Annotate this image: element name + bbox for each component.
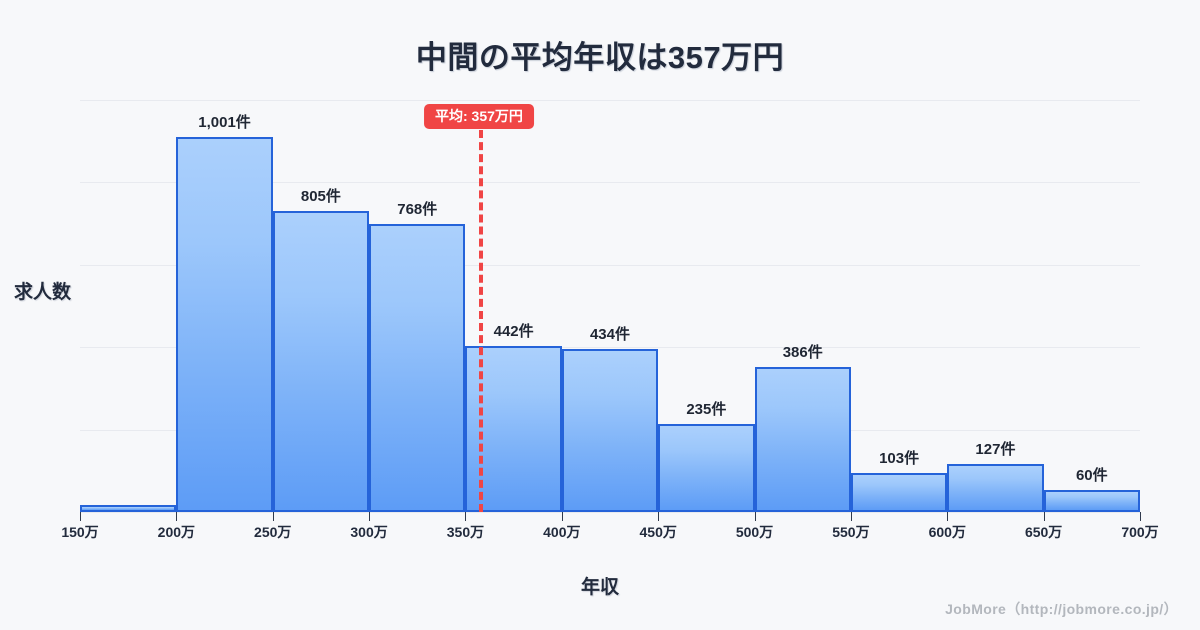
histogram-bar[interactable]	[658, 423, 755, 512]
bar-value-label: 434件	[589, 326, 630, 344]
x-axis-tick	[176, 512, 178, 521]
x-axis-tick	[465, 512, 467, 521]
x-axis-tick-label: 250万	[254, 524, 292, 540]
x-axis-title: 年収	[580, 577, 619, 598]
histogram-bar[interactable]	[176, 137, 273, 512]
histogram-bar[interactable]	[754, 367, 851, 512]
bar-value-label: 805件	[300, 187, 341, 205]
y-axis-title: 求人数	[14, 282, 72, 303]
bar-slot: 386件	[754, 100, 851, 512]
x-axis-tick	[561, 512, 563, 521]
bar-slot: 434件	[561, 100, 659, 512]
bar-value-label: 127件	[975, 441, 1016, 459]
bar-slot: 103件	[850, 100, 948, 512]
bar-value-label: 442件	[493, 323, 534, 341]
bar-value-label: 1,001件	[198, 114, 251, 132]
histogram-bar[interactable]	[561, 349, 659, 512]
gridline	[80, 347, 1140, 348]
x-axis-tick-label: 300万	[350, 524, 388, 540]
bar-value-label: 60件	[1075, 466, 1108, 484]
gridline	[80, 512, 1140, 513]
x-axis-tick-label: 650万	[1024, 524, 1063, 540]
histogram-bar[interactable]	[272, 210, 370, 512]
bars-layer: 1,001件 805件 768件 442件 434件 235件 386件 103件 127件 60…	[80, 100, 1140, 512]
x-axis-tick	[369, 512, 371, 521]
gridline	[80, 265, 1140, 266]
bar-value-label: 386件	[782, 344, 823, 362]
bar-value-label: 103件	[879, 450, 920, 468]
x-axis-tick-label: 350万	[446, 524, 485, 540]
x-axis-tick	[947, 512, 949, 521]
x-axis-tick-label: 400万	[543, 524, 581, 540]
bar-value-label: 235件	[686, 400, 727, 418]
gridline	[80, 100, 1140, 101]
x-axis-tick	[754, 512, 756, 521]
average-line	[478, 130, 483, 512]
source-credit: JobMore（http://jobmore.co.jp/）	[945, 601, 1178, 617]
bar-slot: 235件	[658, 100, 755, 512]
bar-slot: 805件	[272, 100, 370, 512]
x-axis-tick	[80, 512, 81, 521]
x-axis-tick	[272, 512, 274, 521]
x-axis-tick-label: 700万	[1121, 524, 1159, 540]
gridline	[80, 182, 1140, 183]
plot-area: 1,001件 805件 768件 442件 434件 235件 386件 103件 127件 60…	[61, 100, 1159, 540]
x-axis-tick-label: 500万	[735, 524, 774, 540]
bar-value-label: 768件	[397, 201, 438, 219]
x-axis-tick-label: 450万	[639, 524, 677, 540]
histogram-bar[interactable]	[947, 464, 1044, 512]
bar-slot: 768件	[369, 100, 466, 512]
x-axis-tick-label: 200万	[157, 524, 196, 540]
x-axis-tick	[850, 512, 852, 521]
histogram-bar[interactable]	[1043, 489, 1140, 512]
histogram-bar[interactable]	[369, 224, 466, 512]
bar-slot: 127件	[947, 100, 1044, 512]
page-title: 中間の平均年収は357万円	[415, 40, 785, 75]
average-badge: 平均: 357万円	[423, 104, 534, 130]
histogram-bar[interactable]	[80, 505, 177, 512]
bar-slot	[80, 100, 177, 512]
x-axis-tick-label: 550万	[832, 524, 870, 540]
x-axis-tick-label: 150万	[61, 524, 99, 540]
x-axis-tick	[658, 512, 660, 521]
x-axis-tick	[1043, 512, 1045, 521]
x-axis-tick	[1140, 512, 1141, 521]
histogram-bar[interactable]	[850, 473, 948, 512]
x-axis-tick-label: 600万	[928, 524, 966, 540]
bar-slot: 1,001件	[176, 100, 273, 512]
bar-slot: 60件	[1043, 100, 1140, 512]
